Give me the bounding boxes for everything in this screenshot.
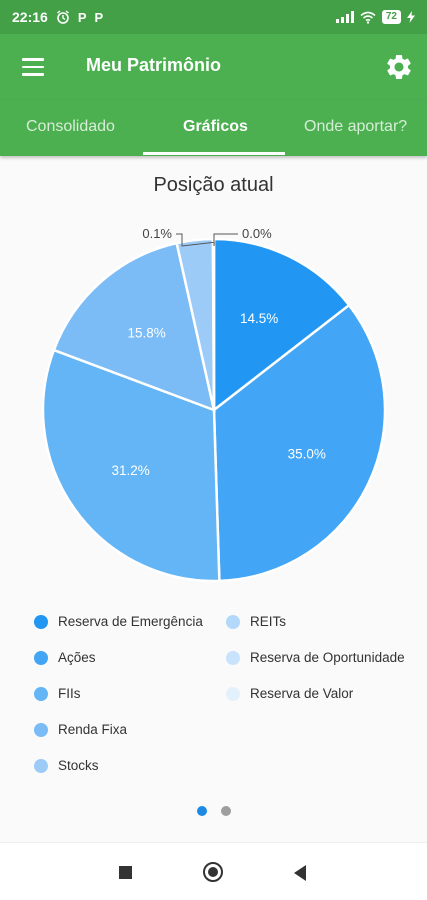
page-dot-2[interactable] (220, 806, 231, 816)
leader-line-reserva-de-oportunidade (213, 233, 238, 247)
slice-label-reserva-de-oportunidade: 0.0% (242, 226, 272, 241)
app-bar: Meu Patrimônio (0, 34, 427, 100)
legend-item-stocks[interactable]: Stocks (34, 758, 99, 773)
legend-label: Renda Fixa (58, 722, 128, 737)
charging-icon (407, 11, 415, 23)
pie-slice-renda-fixa[interactable] (52, 241, 216, 412)
legend-color-dot (226, 614, 240, 629)
page-dot-1[interactable] (196, 806, 207, 816)
tab-graficos[interactable]: Gráficos (183, 118, 248, 135)
menu-icon[interactable] (22, 58, 44, 76)
p-icon: P (94, 9, 104, 25)
p-icon: P (77, 9, 87, 25)
status-left: 22:16 P P (12, 9, 103, 25)
page-title: Meu Patrimônio (86, 55, 222, 75)
legend-label: Reserva de Oportunidade (250, 650, 405, 665)
gear-icon[interactable] (384, 52, 414, 82)
pie-chart: 14.5% 35.0% 31.2% 15.8% 0.1% 0.0% (41, 226, 387, 583)
leader-line-reits (176, 233, 214, 247)
back-button[interactable] (294, 865, 306, 881)
pie-slice-reserva-de-emergencia[interactable] (212, 237, 351, 413)
recent-apps-button[interactable] (119, 866, 132, 879)
legend-item-reserva-de-emergencia[interactable]: Reserva de Emergência (34, 614, 203, 629)
legend-label: Ações (58, 650, 96, 665)
pie-slice-acoes[interactable] (212, 303, 387, 583)
legend-item-reits[interactable]: REITs (226, 614, 286, 629)
legend-color-dot (34, 758, 48, 773)
status-bar: 22:16 P P 72 (0, 0, 427, 34)
legend-item-acoes[interactable]: Ações (34, 650, 96, 665)
chart-title: Posição atual (153, 174, 274, 196)
slice-label-reits: 0.1% (142, 226, 172, 241)
slice-label-reserva-de-emergencia: 14.5% (240, 311, 278, 326)
legend-color-dot (34, 686, 48, 701)
legend-label: Reserva de Valor (250, 686, 354, 701)
legend-item-fiis[interactable]: FIIs (34, 686, 81, 701)
legend-color-dot (34, 614, 48, 629)
tab-indicator (143, 152, 285, 155)
status-right: 72 (335, 10, 415, 24)
pie-slice-reits[interactable] (211, 237, 216, 411)
slice-label-renda-fixa: 15.8% (127, 326, 165, 341)
legend-color-dot (34, 722, 48, 737)
home-button[interactable] (203, 862, 223, 882)
legend-item-reserva-de-valor[interactable]: Reserva de Valor (226, 686, 353, 701)
alarm-icon (56, 10, 69, 24)
status-time: 22:16 (12, 9, 48, 25)
legend-label: Reserva de Emergência (58, 614, 203, 629)
wifi-icon (360, 11, 376, 24)
tab-consolidado[interactable]: Consolidado (26, 118, 115, 135)
battery-icon: 72 (381, 10, 401, 24)
system-nav-bar (0, 842, 427, 900)
page-indicator (0, 806, 427, 816)
tab-bar: Consolidado Gráficos Onde aportar? (0, 100, 427, 156)
chart-legend: Reserva de Emergência Ações FIIs Renda Fixa… (0, 600, 427, 790)
legend-label: FIIs (58, 686, 81, 701)
pie-slice-fiis[interactable] (41, 348, 221, 583)
legend-item-reserva-de-oportunidade[interactable]: Reserva de Oportunidade (226, 650, 405, 665)
legend-label: Stocks (58, 758, 99, 773)
legend-color-dot (34, 650, 48, 665)
legend-item-renda-fixa[interactable]: Renda Fixa (34, 722, 127, 737)
slice-label-acoes: 35.0% (288, 447, 326, 462)
tab-onde-aportar[interactable]: Onde aportar? (304, 118, 408, 135)
legend-color-dot (226, 650, 240, 665)
signal-icon (335, 11, 354, 23)
legend-color-dot (226, 686, 240, 701)
legend-label: REITs (250, 614, 287, 629)
slice-label-fiis: 31.2% (111, 463, 149, 478)
